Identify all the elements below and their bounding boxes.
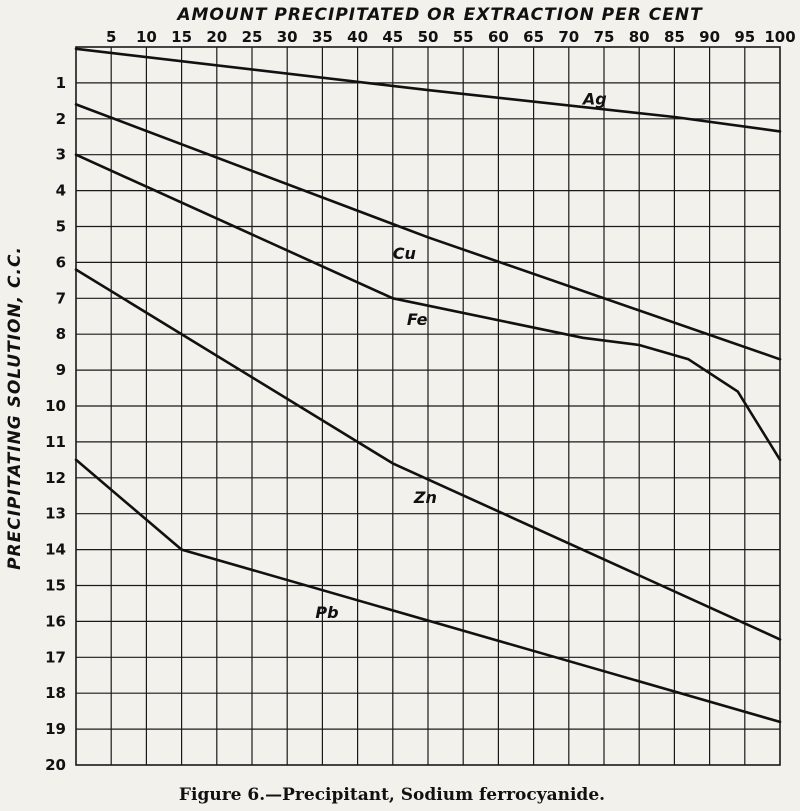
- series-labels: Ag Cu Fe Zn Pb: [315, 89, 606, 621]
- x-tick-label: 35: [312, 28, 333, 46]
- x-tick-label: 5: [106, 28, 116, 46]
- y-tick-label: 4: [56, 182, 66, 200]
- y-tick-label: 18: [45, 684, 66, 702]
- series-line-fe: [74, 153, 782, 462]
- y-tick-label: 10: [45, 397, 66, 415]
- series-label-ag: Ag: [581, 89, 607, 108]
- x-tick-label: 20: [206, 28, 227, 46]
- series-line-pb: [74, 458, 782, 724]
- series-line-ag: [74, 47, 782, 133]
- chart-title: AMOUNT PRECIPITATED OR EXTRACTION PER CE…: [175, 5, 703, 25]
- y-tick-label: 17: [45, 648, 66, 666]
- y-tick-label: 16: [45, 612, 66, 630]
- series-label-pb: Pb: [315, 603, 338, 622]
- x-tick-label: 45: [382, 28, 403, 46]
- y-tick-label: 6: [56, 253, 66, 271]
- y-tick-label: 19: [45, 720, 66, 738]
- y-tick-label: 2: [56, 110, 66, 128]
- y-tick-label: 8: [56, 325, 66, 343]
- x-tick-label: 40: [347, 28, 368, 46]
- x-tick-label: 85: [664, 28, 685, 46]
- x-axis-ticks: 5 10 15 20 25 30 35 40 45 50 55 60 65 70 75 80 85 90 95 100: [106, 28, 796, 46]
- y-tick-label: 7: [56, 289, 66, 307]
- y-tick-label: 15: [45, 577, 66, 595]
- grid: [75, 46, 781, 766]
- series-label-cu: Cu: [393, 244, 416, 263]
- x-tick-label: 90: [699, 28, 720, 46]
- y-tick-label: 5: [56, 218, 66, 236]
- x-tick-label: 80: [629, 28, 650, 46]
- figure-caption: Figure 6.—Precipitant, Sodium ferrocyani…: [179, 785, 605, 805]
- x-tick-label: 10: [136, 28, 157, 46]
- series-label-fe: Fe: [407, 310, 428, 329]
- x-tick-label: 55: [453, 28, 474, 46]
- series-line-zn: [74, 268, 782, 641]
- x-tick-label: 75: [594, 28, 615, 46]
- series-lines: [74, 47, 782, 724]
- y-axis-label: PRECIPITATING SOLUTION, C.C.: [5, 246, 25, 570]
- x-tick-label: 60: [488, 28, 509, 46]
- x-tick-label: 15: [171, 28, 192, 46]
- y-tick-label: 9: [56, 361, 66, 379]
- x-tick-label: 30: [277, 28, 298, 46]
- series-line-cu: [74, 103, 782, 361]
- series-label-zn: Zn: [413, 488, 437, 507]
- x-tick-label: 50: [418, 28, 439, 46]
- y-tick-label: 14: [45, 541, 66, 559]
- x-tick-label: 65: [523, 28, 544, 46]
- y-tick-label: 13: [45, 505, 66, 523]
- y-tick-label: 12: [45, 469, 66, 487]
- x-tick-label: 70: [558, 28, 579, 46]
- x-tick-label: 25: [242, 28, 263, 46]
- x-tick-label: 95: [734, 28, 755, 46]
- y-tick-label: 20: [45, 756, 66, 774]
- x-tick-label: 100: [764, 28, 795, 46]
- y-tick-label: 3: [56, 146, 66, 164]
- y-tick-label: 1: [56, 74, 66, 92]
- y-tick-label: 11: [45, 433, 66, 451]
